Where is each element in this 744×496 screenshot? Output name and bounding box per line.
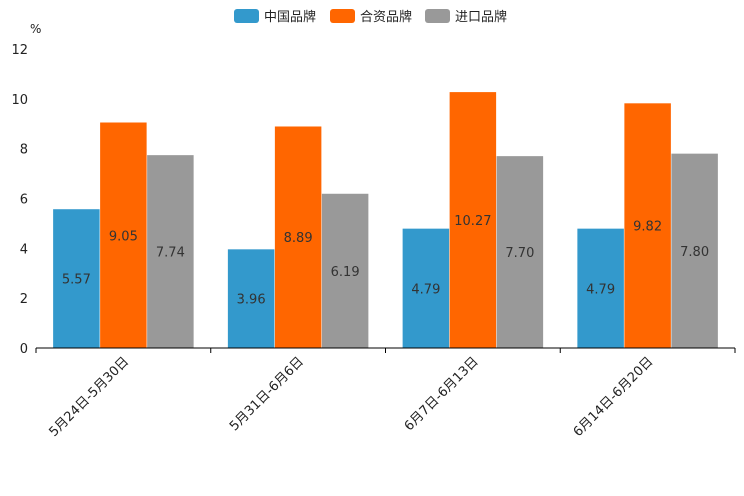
bar-3-2 bbox=[671, 153, 718, 348]
legend-label-2: 进口品牌 bbox=[455, 9, 507, 25]
y-tick-label: 12 bbox=[11, 43, 28, 58]
bar-0-0 bbox=[53, 209, 100, 348]
data-label-2-1: 10.27 bbox=[454, 214, 491, 229]
x-tick-label: 6月7日-6月13日 bbox=[402, 354, 482, 434]
y-axis: 0 2 4 6 8 10 12 bbox=[11, 43, 28, 357]
x-tick-label: 5月31日-6月6日 bbox=[227, 354, 307, 434]
bar-2-0 bbox=[402, 228, 450, 348]
data-labels: 5.57 9.05 7.74 3.96 8.89 6.19 4.79 10.27 7.70 4.7… bbox=[62, 214, 709, 308]
legend: 中国品牌 合资品牌 进口品牌 bbox=[234, 9, 507, 25]
legend-label-0: 中国品牌 bbox=[264, 9, 316, 25]
bar-2-1 bbox=[449, 92, 497, 348]
legend-label-1: 合资品牌 bbox=[360, 9, 412, 25]
legend-swatch-0 bbox=[234, 9, 259, 23]
data-label-3-2: 7.80 bbox=[680, 245, 709, 260]
y-unit-label: % bbox=[30, 22, 41, 36]
data-label-1-1: 8.89 bbox=[284, 231, 313, 246]
bar-0-2 bbox=[147, 155, 194, 348]
y-tick-label: 0 bbox=[20, 342, 28, 357]
legend-swatch-1 bbox=[330, 9, 355, 23]
legend-swatch-2 bbox=[425, 9, 450, 23]
data-label-0-1: 9.05 bbox=[109, 229, 138, 244]
y-tick-label: 10 bbox=[11, 93, 28, 108]
y-tick-label: 6 bbox=[20, 193, 28, 208]
data-label-3-0: 4.79 bbox=[586, 282, 615, 297]
x-axis: 5月24日-5月30日 5月31日-6月6日 6月7日-6月13日 6月14日-6月2… bbox=[35, 347, 736, 440]
data-label-3-1: 9.82 bbox=[633, 220, 662, 235]
bars bbox=[53, 92, 718, 349]
y-tick-label: 2 bbox=[20, 292, 28, 307]
bar-3-0 bbox=[577, 228, 624, 348]
bar-1-0 bbox=[227, 249, 275, 348]
bar-2-2 bbox=[496, 156, 544, 348]
y-tick-label: 8 bbox=[20, 143, 28, 158]
bar-3-1 bbox=[624, 103, 671, 349]
x-tick-label: 5月24日-5月30日 bbox=[46, 354, 132, 440]
data-label-1-2: 6.19 bbox=[331, 265, 360, 280]
data-label-0-2: 7.74 bbox=[156, 246, 185, 261]
bar-0-1 bbox=[100, 122, 147, 348]
bar-1-1 bbox=[274, 126, 322, 348]
data-label-2-0: 4.79 bbox=[411, 282, 440, 297]
data-label-0-0: 5.57 bbox=[62, 273, 91, 288]
data-label-1-0: 3.96 bbox=[237, 293, 266, 308]
bar-1-2 bbox=[321, 193, 369, 348]
y-tick-label: 4 bbox=[20, 242, 28, 257]
data-label-2-2: 7.70 bbox=[505, 246, 534, 261]
x-tick-label: 6月14日-6月20日 bbox=[571, 354, 657, 440]
